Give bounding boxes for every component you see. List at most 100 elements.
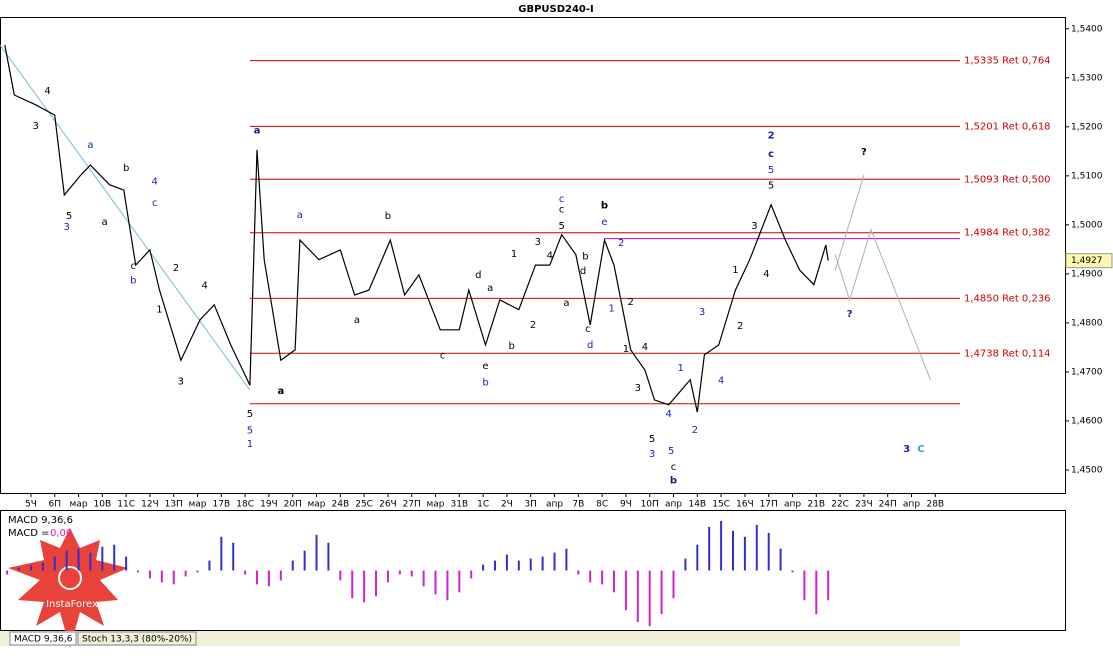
wave-label: 3 — [33, 121, 39, 132]
indicator-tab-label: MACD 9,36,6 — [14, 635, 73, 645]
wave-label: e — [601, 217, 607, 228]
wave-label: 2 — [737, 321, 743, 332]
y-tick-label: 1,4900 — [1071, 269, 1103, 279]
wave-label: a — [354, 315, 360, 326]
logo-text: InstaForex — [46, 599, 98, 610]
logo-icon — [58, 566, 82, 590]
wave-label: c — [768, 149, 774, 160]
wave-label: 5 — [66, 211, 72, 222]
wave-label: 1 — [156, 305, 162, 316]
fib-label: 1,5093 Ret 0,500 — [964, 174, 1051, 185]
y-tick-label: 1,5200 — [1071, 122, 1103, 132]
x-tick-label: 20П — [284, 500, 302, 510]
x-tick-label: 17В — [213, 500, 231, 510]
y-tick-label: 1,4500 — [1071, 465, 1103, 475]
wave-label: 3 — [649, 449, 655, 460]
wave-label: a — [87, 140, 93, 151]
x-tick-label: 3П — [524, 500, 537, 510]
wave-label: 3 — [178, 377, 184, 388]
y-tick-label: 1,5000 — [1071, 220, 1103, 230]
wave-label: b — [482, 378, 488, 389]
wave-label: 2 — [627, 297, 633, 308]
wave-label: b — [123, 163, 129, 174]
forecast-line — [834, 174, 865, 271]
wave-label: a — [254, 126, 261, 137]
wave-label: 5 — [768, 181, 774, 192]
price-line — [4, 44, 829, 413]
chart-title: GBPUSD240-I — [518, 4, 594, 15]
tab-bar — [0, 631, 960, 646]
wave-label: 1 — [247, 439, 253, 450]
wave-label: a — [563, 298, 569, 309]
wave-label: b — [670, 476, 677, 487]
x-tick-label: 7В — [572, 500, 584, 510]
wave-label: 4 — [718, 376, 724, 387]
wave-label: 1 — [511, 249, 517, 260]
x-tick-label: мар — [427, 500, 445, 510]
wave-label: 1 — [623, 344, 629, 355]
wave-label: 2 — [173, 263, 179, 274]
x-tick-label: апр — [546, 500, 563, 510]
wave-label: 3 — [63, 222, 69, 233]
x-tick-label: мар — [308, 500, 326, 510]
wave-label: 5 — [668, 446, 674, 457]
last-price-box — [1065, 253, 1113, 269]
wave-label: 3 — [535, 237, 541, 248]
macd-value: 0,00 — [50, 528, 72, 539]
x-tick-label: 22С — [831, 500, 849, 510]
wave-label: 5 — [558, 221, 564, 232]
x-tick-label: 17П — [760, 500, 778, 510]
wave-label: 3 — [751, 221, 757, 232]
y-tick-label: 1,5100 — [1071, 171, 1103, 181]
x-tick-label: 28В — [926, 500, 944, 510]
wave-label: d — [475, 270, 481, 281]
x-tick-label: апр — [784, 500, 801, 510]
wave-label: b — [582, 252, 588, 263]
wave-label: c — [585, 324, 591, 335]
wave-label: 4 — [763, 269, 769, 280]
wave-label: c — [152, 198, 158, 209]
x-tick-label: 25С — [355, 500, 373, 510]
x-tick-label: 14В — [688, 500, 706, 510]
wave-label: 2 — [530, 320, 536, 331]
x-tick-label: 27П — [403, 500, 421, 510]
fib-label: 1,5201 Ret 0,618 — [964, 121, 1051, 132]
wave-label: c — [559, 194, 565, 205]
fib-label: 1,5335 Ret 0,764 — [964, 56, 1051, 67]
wave-label: b — [130, 276, 136, 287]
wave-label: 4 — [666, 409, 672, 420]
wave-label: 5 — [247, 426, 253, 437]
x-tick-label: 23Ч — [855, 500, 873, 510]
indicator-tab-label: Stoch 13,3,3 (80%-20%) — [82, 635, 192, 645]
x-tick-label: 8С — [596, 500, 608, 510]
x-tick-label: 2Ч — [501, 500, 513, 510]
last-price-label: 1,4927 — [1071, 256, 1103, 266]
x-tick-label: апр — [665, 500, 682, 510]
wave-label: ? — [861, 147, 867, 158]
wave-label: 5 — [768, 165, 774, 176]
x-tick-label: мар — [189, 500, 207, 510]
x-tick-label: 26Ч — [379, 500, 397, 510]
x-tick-label: 11С — [117, 500, 135, 510]
wave-label: a — [487, 283, 493, 294]
x-tick-label: 31В — [450, 500, 468, 510]
y-tick-label: 1,4600 — [1071, 416, 1103, 426]
indicator-tab — [9, 631, 77, 646]
wave-label: 1 — [732, 265, 738, 276]
logo: InstaForex — [8, 528, 128, 648]
wave-label: b — [601, 201, 608, 212]
wave-label: 3 — [635, 383, 641, 394]
fib-label: 1,4738 Ret 0,114 — [964, 348, 1051, 359]
x-tick-label: 12Ч — [141, 500, 159, 510]
wave-label: b — [385, 211, 391, 222]
x-tick-label: 6П — [48, 500, 61, 510]
wave-label: C — [917, 444, 924, 455]
indicator-tab — [77, 631, 197, 646]
x-tick-label: апр — [903, 500, 920, 510]
y-tick-label: 1,4800 — [1071, 318, 1103, 328]
wave-label: a — [297, 210, 303, 221]
x-tick-label: 19Ч — [260, 500, 278, 510]
wave-label: 4 — [547, 251, 553, 262]
wave-label: 4 — [44, 86, 50, 97]
